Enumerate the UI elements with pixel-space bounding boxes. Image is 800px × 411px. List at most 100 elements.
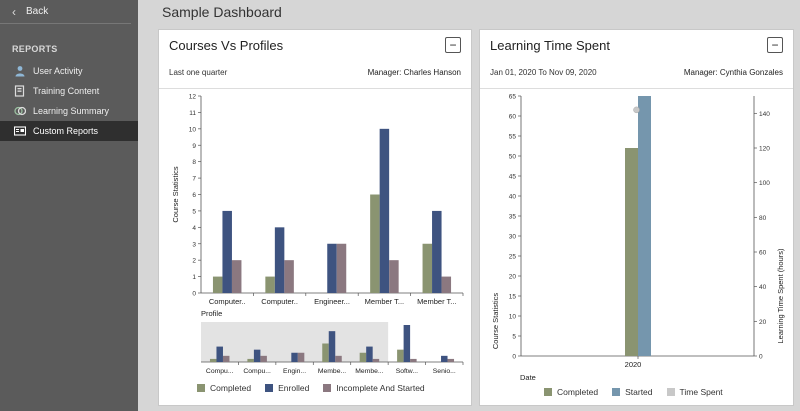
y-tick-label: 40 — [509, 194, 517, 201]
divider — [159, 88, 471, 89]
page-title: Sample Dashboard — [162, 4, 282, 20]
y-tick-label: 4 — [192, 225, 196, 232]
panel-courses-vs-profiles: Courses Vs Profiles − Last one quarter M… — [158, 29, 472, 406]
y2-tick-label: 100 — [759, 180, 770, 187]
overview-tick-label: Compu... — [206, 368, 234, 375]
overview-bar — [328, 331, 336, 362]
panel-title: Courses Vs Profiles — [169, 38, 284, 53]
legend-swatch — [612, 388, 621, 396]
sidebar-item-label: Custom Reports — [33, 126, 99, 136]
point-time-spent — [633, 106, 640, 114]
sidebar-item-custom-reports[interactable]: Custom Reports — [0, 121, 138, 141]
overview-bar — [247, 358, 254, 362]
section-title-reports: REPORTS — [12, 44, 58, 54]
y2-tick-label: 0 — [759, 354, 763, 361]
y-tick-label: 3 — [192, 241, 196, 248]
y-tick-label: 0 — [192, 291, 196, 298]
overview-bar — [260, 355, 267, 362]
bar — [389, 260, 399, 293]
legend-swatch — [323, 384, 332, 392]
overview-bar — [447, 358, 455, 362]
y2-tick-label: 80 — [759, 215, 767, 222]
sidebar-item-user-activity[interactable]: User Activity — [0, 61, 138, 81]
overview-tick-label: Membe... — [355, 368, 383, 375]
overview-bar — [291, 352, 298, 362]
legend-label: Incomplete And Started — [336, 383, 425, 393]
legend-item-enrolled[interactable]: Enrolled — [265, 383, 309, 393]
panel-learning-time-spent: Learning Time Spent − Jan 01, 2020 To No… — [479, 29, 794, 406]
date-range: Last one quarter — [169, 68, 228, 77]
y-tick-label: 60 — [509, 114, 517, 121]
overview-tick-label: Softw... — [396, 368, 418, 375]
legend-label: Started — [625, 387, 653, 397]
x-tick-label: Computer.. — [209, 297, 246, 306]
bar — [265, 276, 275, 293]
y2-tick-label: 20 — [759, 319, 767, 326]
bar-completed — [625, 148, 638, 356]
y-tick-label: 50 — [509, 154, 517, 161]
overview-bar — [366, 346, 373, 362]
collapse-button[interactable]: − — [767, 37, 783, 53]
overview-bar — [410, 358, 417, 362]
x-tick-label: Engineer... — [314, 297, 350, 306]
y2-tick-label: 120 — [759, 146, 770, 153]
y-tick-label: 1 — [192, 274, 196, 281]
x-tick-label: Computer.. — [261, 297, 298, 306]
y-tick-label: 10 — [189, 126, 197, 133]
y-tick-label: 55 — [509, 134, 517, 141]
bar — [336, 243, 347, 293]
bar — [370, 194, 380, 293]
bar — [432, 210, 442, 293]
overview-bar — [253, 349, 261, 362]
manager-label: Manager: Cynthia Gonzales — [683, 68, 783, 77]
overview-bar — [403, 325, 411, 362]
legend-swatch — [666, 388, 675, 396]
y-tick-label: 8 — [192, 159, 196, 166]
legend-item-incomplete[interactable]: Incomplete And Started — [323, 383, 425, 393]
y-tick-label: 9 — [192, 143, 196, 150]
y-tick-label: 5 — [512, 334, 516, 341]
date-range: Jan 01, 2020 To Nov 09, 2020 — [490, 68, 597, 77]
legend-item-completed[interactable]: Completed — [544, 387, 598, 397]
y-tick-label: 5 — [192, 208, 196, 215]
y-tick-label: 0 — [512, 354, 516, 361]
legend-item-time-spent[interactable]: Time Spent — [666, 387, 723, 397]
legend-label: Completed — [210, 383, 252, 393]
report-icon — [14, 125, 26, 137]
y-axis-label: Course Statistics — [491, 293, 500, 350]
bar — [327, 243, 337, 293]
y2-tick-label: 40 — [759, 284, 767, 291]
overview-bar — [335, 355, 342, 362]
overview-tick-label: Compu... — [243, 368, 271, 375]
manager-label: Manager: Charles Hanson — [367, 68, 461, 77]
y-tick-label: 10 — [509, 314, 517, 321]
overview-bar — [322, 343, 329, 362]
sidebar-item-training-content[interactable]: Training Content — [0, 81, 138, 101]
summary-icon — [14, 105, 26, 117]
sidebar-item-label: Training Content — [33, 86, 100, 96]
sidebar-item-learning-summary[interactable]: Learning Summary — [0, 101, 138, 121]
sidebar-item-label: User Activity — [33, 66, 83, 76]
divider — [480, 88, 793, 89]
chart-legend: Completed Enrolled Incomplete And Starte… — [197, 383, 439, 393]
back-button[interactable]: ‹ Back — [0, 0, 131, 24]
legend-item-started[interactable]: Started — [612, 387, 653, 397]
overview-bar — [297, 352, 305, 362]
sidebar-item-label: Learning Summary — [33, 106, 110, 116]
bar-started — [638, 96, 651, 356]
overview-bar — [359, 352, 367, 362]
legend-label: Time Spent — [679, 387, 723, 397]
y-tick-label: 7 — [192, 176, 196, 183]
overview-bar — [222, 355, 230, 362]
overview-bar — [397, 349, 404, 362]
overview-bar — [209, 358, 217, 362]
learning-time-chart: 0 5 10 15 20 25 30 35 40 45 50 55 60 65 0 20 40 60 80 100 12… — [491, 94, 785, 383]
sidebar-nav: User Activity Training Content Learning … — [0, 61, 138, 141]
y-tick-label: 30 — [509, 234, 517, 241]
legend-item-completed[interactable]: Completed — [197, 383, 251, 393]
y2-tick-label: 140 — [759, 111, 770, 118]
y-tick-label: 6 — [192, 192, 196, 199]
chevron-left-icon: ‹ — [12, 4, 16, 19]
collapse-button[interactable]: − — [445, 37, 461, 53]
